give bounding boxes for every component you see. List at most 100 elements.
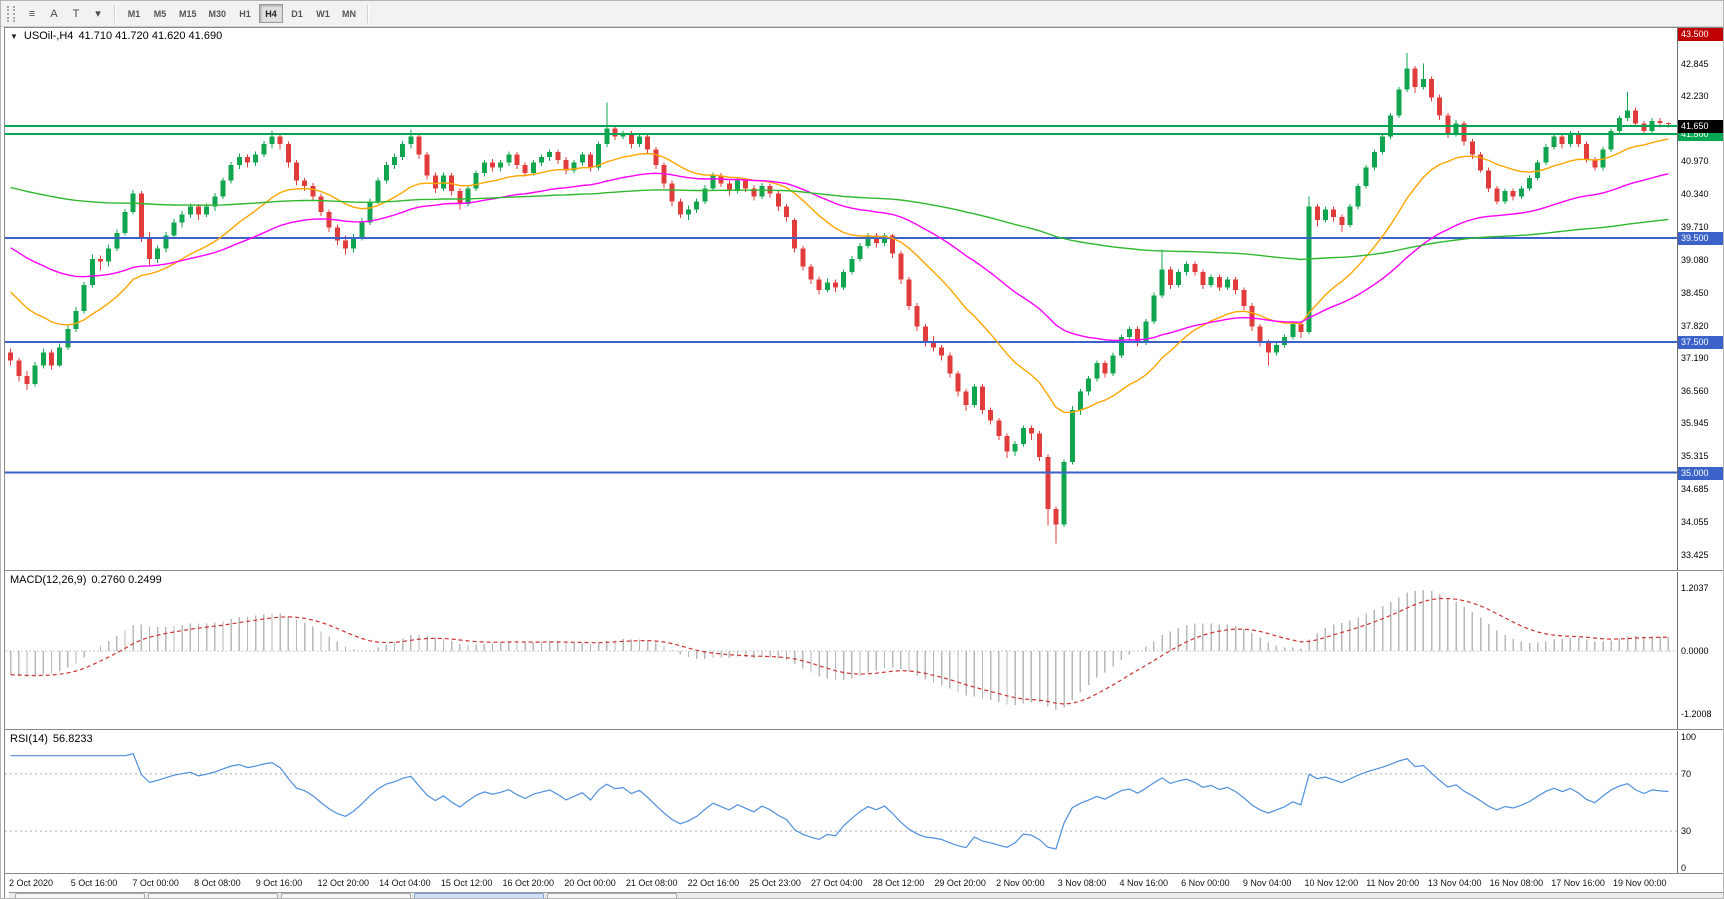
macd-tick-label: 1.2037 — [1681, 582, 1709, 593]
chart-tab[interactable] — [281, 893, 411, 898]
price-tick-label: 42.845 — [1681, 58, 1709, 69]
price-badge: 37.500 — [1678, 336, 1723, 350]
macd-title: MACD(12,26,9) — [10, 574, 87, 586]
macd-signal-line — [10, 597, 1669, 705]
price-tick-label: 35.315 — [1681, 451, 1709, 462]
macd-tick-label: 0.0000 — [1681, 646, 1709, 656]
macd-histogram — [9, 589, 1670, 711]
time-axis-label: 29 Oct 20:00 — [934, 878, 986, 888]
price-tick-label: 36.560 — [1681, 386, 1709, 397]
time-axis-label: 22 Oct 16:00 — [687, 878, 740, 888]
price-tick-label: 34.055 — [1681, 516, 1709, 527]
chart-tab[interactable] — [148, 893, 278, 898]
chart-tabs-strip[interactable] — [9, 892, 1723, 898]
price-tick-label: 34.685 — [1681, 483, 1709, 494]
toolbar-grip[interactable] — [7, 5, 15, 22]
timeframe-button-h4[interactable]: H4 — [259, 4, 284, 23]
time-axis-label: 25 Oct 23:00 — [749, 878, 801, 888]
chart-tab[interactable] — [547, 893, 677, 898]
rsi-axis[interactable]: 100 70 30 0 — [1677, 731, 1723, 873]
time-axis-label: 27 Oct 04:00 — [811, 878, 863, 888]
time-axis-label: 12 Oct 20:00 — [317, 878, 369, 888]
chart-ohlc-values: 41.710 41.720 41.620 41.690 — [78, 30, 223, 42]
price-tick-label: 37.190 — [1681, 353, 1709, 364]
macd-pane[interactable]: MACD(12,26,9) 0.2760 0.2499 1.2037 0.0000… — [5, 572, 1723, 730]
toolbar: ≡ A T ▾ M1 M5 M15 M30 H1 H4 D1 W1 MN — [1, 1, 1723, 27]
price-tick-label: 42.230 — [1681, 90, 1709, 101]
ma-line-50 — [10, 172, 1669, 342]
price-tick-label: 39.080 — [1681, 254, 1709, 265]
price-tick-label: 35.945 — [1681, 418, 1709, 429]
toolbar-icon-group: ≡ A T ▾ — [21, 4, 109, 24]
symbol-collapse-icon[interactable]: ▼ — [10, 31, 18, 41]
period-dropdown-icon[interactable]: ▾ — [95, 8, 101, 20]
ma-line-200 — [10, 186, 1669, 261]
chart-header: ▼ USOil-,H4 41.710 41.720 41.620 41.690 — [10, 30, 222, 42]
price-badge: 35.000 — [1678, 466, 1723, 480]
price-axis[interactable]: 42.845 42.230 40.970 40.340 39.710 39.080 38.4… — [1677, 28, 1723, 570]
time-axis-label: 15 Oct 12:00 — [440, 878, 493, 888]
time-axis-label: 2 Oct 2020 — [9, 878, 54, 888]
time-axis-label: 16 Nov 08:00 — [1489, 878, 1544, 888]
price-chart-canvas[interactable] — [5, 28, 1679, 571]
rsi-tick-label: 100 — [1681, 732, 1697, 742]
timeframe-button-w1[interactable]: W1 — [316, 8, 330, 19]
text-tool-icon[interactable]: A — [50, 7, 58, 20]
time-axis-label: 3 Nov 08:00 — [1057, 878, 1107, 888]
toolbar-separator — [367, 4, 370, 23]
chart-window: ▼ USOil-,H4 41.710 41.720 41.620 41.690 … — [4, 27, 1723, 898]
timeframe-group: M1 M5 M15 M30 H1 H4 D1 W1 MN — [121, 4, 362, 23]
time-axis-label: 13 Nov 04:00 — [1427, 878, 1482, 888]
time-axis[interactable]: 2 Oct 2020 5 Oct 16:00 7 Oct 00:00 8 Oct 08… — [5, 875, 1723, 892]
macd-chart-canvas[interactable] — [5, 572, 1679, 730]
price-tick-label: 38.450 — [1681, 287, 1709, 298]
chart-symbol-label: USOil-,H4 — [23, 30, 74, 42]
chart-tab[interactable] — [15, 893, 145, 898]
timeframe-button-h1[interactable]: H1 — [239, 8, 251, 19]
rsi-header: RSI(14) 56.8233 — [10, 733, 93, 745]
price-pane[interactable]: ▼ USOil-,H4 41.710 41.720 41.620 41.690 … — [5, 28, 1723, 571]
timeframe-button-m5[interactable]: M5 — [153, 8, 167, 19]
chart-tab[interactable] — [414, 893, 544, 898]
time-axis-label: 21 Oct 08:00 — [625, 878, 678, 888]
macd-tick-label: -1.2008 — [1681, 709, 1712, 720]
time-axis-label: 9 Oct 16:00 — [255, 878, 303, 888]
toolbar-separator — [114, 4, 116, 23]
time-axis-label: 16 Oct 20:00 — [502, 878, 555, 888]
time-axis-label: 17 Nov 16:00 — [1551, 878, 1605, 888]
macd-axis[interactable]: 1.2037 0.0000 -1.2008 — [1677, 572, 1723, 729]
time-axis-label: 2 Nov 00:00 — [996, 878, 1045, 888]
rsi-tick-label: 30 — [1681, 826, 1692, 837]
time-axis-label: 4 Nov 16:00 — [1119, 878, 1168, 888]
rsi-line — [10, 752, 1669, 850]
price-tick-label: 40.970 — [1681, 156, 1709, 167]
ma-line-20 — [10, 138, 1669, 414]
time-axis-label: 6 Nov 00:00 — [1181, 878, 1230, 888]
time-axis-label: 5 Oct 16:00 — [70, 878, 118, 888]
time-axis-label: 8 Oct 08:00 — [194, 878, 241, 888]
timeframe-button-d1[interactable]: D1 — [291, 8, 303, 19]
time-axis-label: 19 Nov 00:00 — [1613, 878, 1667, 888]
timeframe-button-m30[interactable]: M30 — [208, 8, 227, 19]
time-axis-label: 20 Oct 00:00 — [564, 878, 616, 888]
time-axis-label: 10 Nov 12:00 — [1304, 878, 1359, 888]
horizontal-lines-group — [5, 125, 1679, 474]
rsi-chart-canvas[interactable] — [5, 731, 1679, 874]
macd-header: MACD(12,26,9) 0.2760 0.2499 — [10, 574, 162, 586]
time-axis-label: 14 Oct 04:00 — [379, 878, 431, 888]
price-tick-label: 37.820 — [1681, 320, 1709, 331]
timeframe-button-m15[interactable]: M15 — [179, 8, 197, 19]
rsi-pane[interactable]: RSI(14) 56.8233 100 70 30 0 — [5, 731, 1723, 874]
time-axis-label: 11 Nov 20:00 — [1366, 878, 1420, 888]
price-tick-label: 33.425 — [1681, 549, 1709, 560]
timeframe-button-m1[interactable]: M1 — [127, 8, 141, 19]
chart-list-icon[interactable]: ≡ — [28, 7, 36, 20]
timeframe-button-mn[interactable]: MN — [342, 8, 357, 19]
moving-averages-group — [10, 138, 1669, 414]
price-tick-label: 39.710 — [1681, 222, 1709, 233]
time-axis-label: 7 Oct 00:00 — [132, 878, 179, 888]
label-tool-icon[interactable]: T — [72, 7, 80, 20]
rsi-values: 56.8233 — [52, 733, 93, 745]
price-badge: 39.500 — [1678, 232, 1723, 245]
